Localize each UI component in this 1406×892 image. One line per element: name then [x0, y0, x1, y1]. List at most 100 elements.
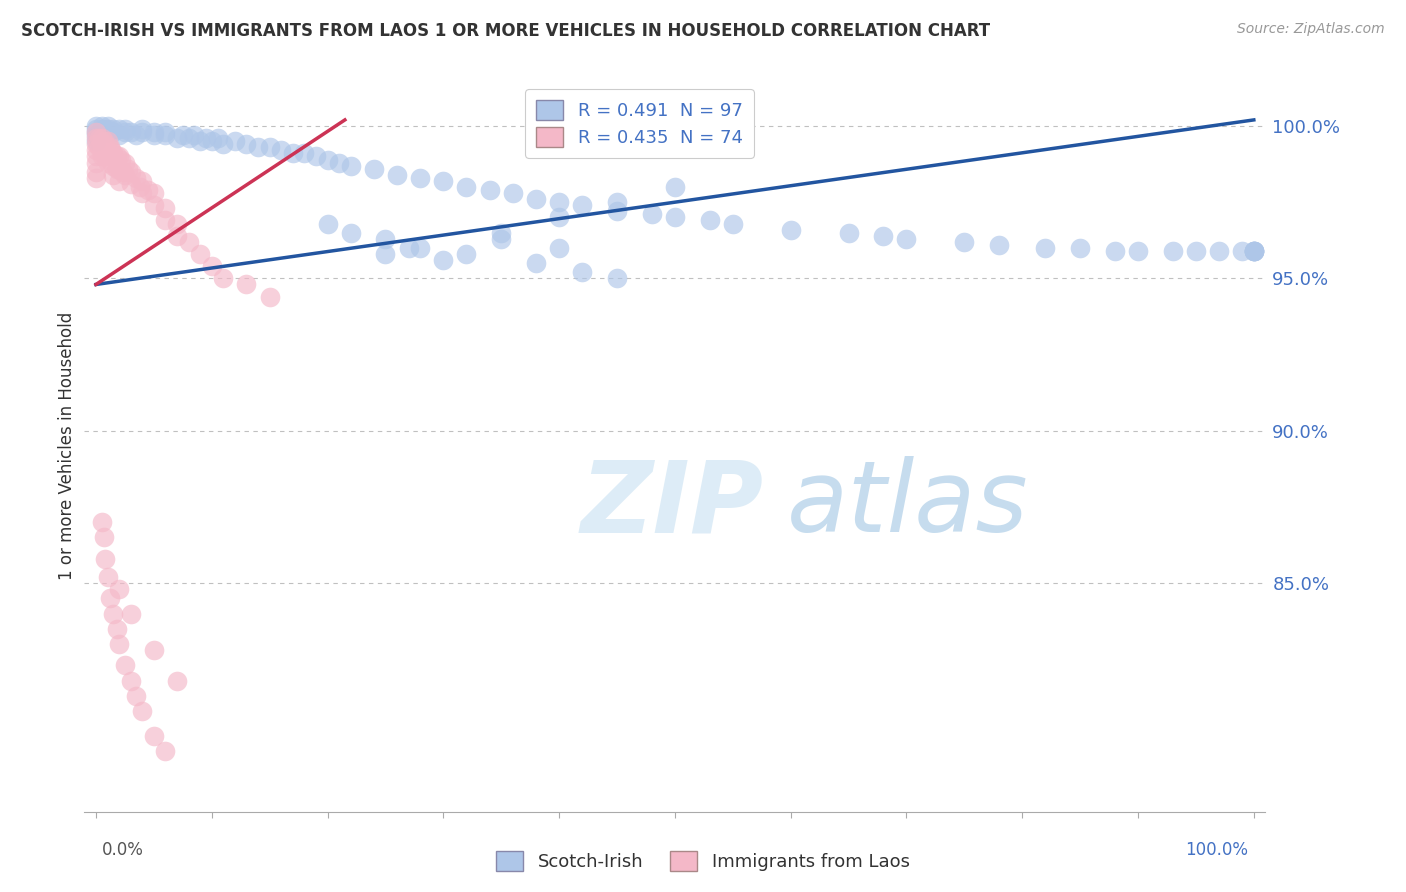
Point [108, 122, 131, 136]
Point [120, 125, 142, 139]
Point [155, 744, 177, 758]
Point [201, 134, 224, 148]
Point [292, 146, 315, 161]
Point [84, 149, 107, 163]
Point [571, 265, 593, 279]
Point [90, 515, 112, 529]
Point [1232, 244, 1254, 258]
Point [988, 237, 1011, 252]
Text: 0.0%: 0.0% [103, 841, 143, 859]
Point [606, 271, 628, 285]
Point [188, 247, 211, 261]
Point [456, 247, 478, 261]
Point [129, 180, 152, 194]
Point [84, 170, 107, 185]
Text: Source: ZipAtlas.com: Source: ZipAtlas.com [1237, 22, 1385, 37]
Point [194, 131, 217, 145]
Point [1126, 244, 1149, 258]
Point [571, 198, 593, 212]
Point [125, 170, 148, 185]
Point [98, 140, 121, 154]
Point [131, 122, 153, 136]
Point [142, 128, 165, 142]
Point [96, 134, 118, 148]
Y-axis label: 1 or more Vehicles in Household: 1 or more Vehicles in Household [58, 312, 76, 580]
Point [270, 144, 292, 158]
Point [172, 128, 194, 142]
Point [108, 128, 131, 142]
Point [105, 161, 128, 176]
Point [305, 149, 328, 163]
Point [103, 146, 125, 161]
Point [131, 186, 153, 200]
Point [166, 131, 188, 145]
Point [105, 622, 128, 636]
Point [84, 131, 107, 145]
Point [90, 140, 112, 154]
Point [90, 149, 112, 163]
Point [166, 228, 188, 243]
Point [90, 119, 112, 133]
Point [896, 232, 918, 246]
Point [89, 131, 111, 145]
Point [316, 217, 339, 231]
Point [838, 226, 860, 240]
Point [84, 144, 107, 158]
Text: 100.0%: 100.0% [1185, 841, 1247, 859]
Legend: Scotch-Irish, Immigrants from Laos: Scotch-Irish, Immigrants from Laos [489, 844, 917, 879]
Point [177, 235, 200, 249]
Point [93, 134, 115, 148]
Point [96, 144, 118, 158]
Point [114, 155, 136, 169]
Point [606, 195, 628, 210]
Point [108, 582, 131, 597]
Point [103, 122, 125, 136]
Point [108, 161, 131, 176]
Point [409, 241, 432, 255]
Point [84, 125, 107, 139]
Point [93, 530, 115, 544]
Point [93, 146, 115, 161]
Point [1243, 244, 1265, 258]
Point [96, 125, 118, 139]
Point [120, 673, 142, 688]
Text: ZIP: ZIP [581, 456, 763, 553]
Point [201, 259, 224, 273]
Point [259, 140, 281, 154]
Point [108, 174, 131, 188]
Point [108, 149, 131, 163]
Point [84, 128, 107, 142]
Point [664, 180, 686, 194]
Point [120, 607, 142, 621]
Point [94, 149, 117, 163]
Point [699, 213, 721, 227]
Point [872, 228, 894, 243]
Point [432, 174, 454, 188]
Point [1035, 241, 1057, 255]
Point [114, 125, 136, 139]
Point [183, 128, 205, 142]
Point [142, 186, 165, 200]
Point [166, 673, 188, 688]
Point [281, 146, 304, 161]
Point [117, 161, 139, 176]
Point [606, 204, 628, 219]
Point [84, 119, 107, 133]
Point [96, 570, 118, 584]
Point [96, 155, 118, 169]
Point [100, 144, 122, 158]
Point [478, 183, 501, 197]
Point [212, 137, 235, 152]
Point [96, 119, 118, 133]
Point [89, 140, 111, 154]
Point [339, 226, 361, 240]
Point [114, 658, 136, 673]
Point [664, 211, 686, 225]
Point [94, 125, 117, 139]
Point [90, 131, 112, 145]
Point [111, 164, 134, 178]
Point [103, 168, 125, 182]
Point [96, 144, 118, 158]
Point [155, 213, 177, 227]
Point [432, 253, 454, 268]
